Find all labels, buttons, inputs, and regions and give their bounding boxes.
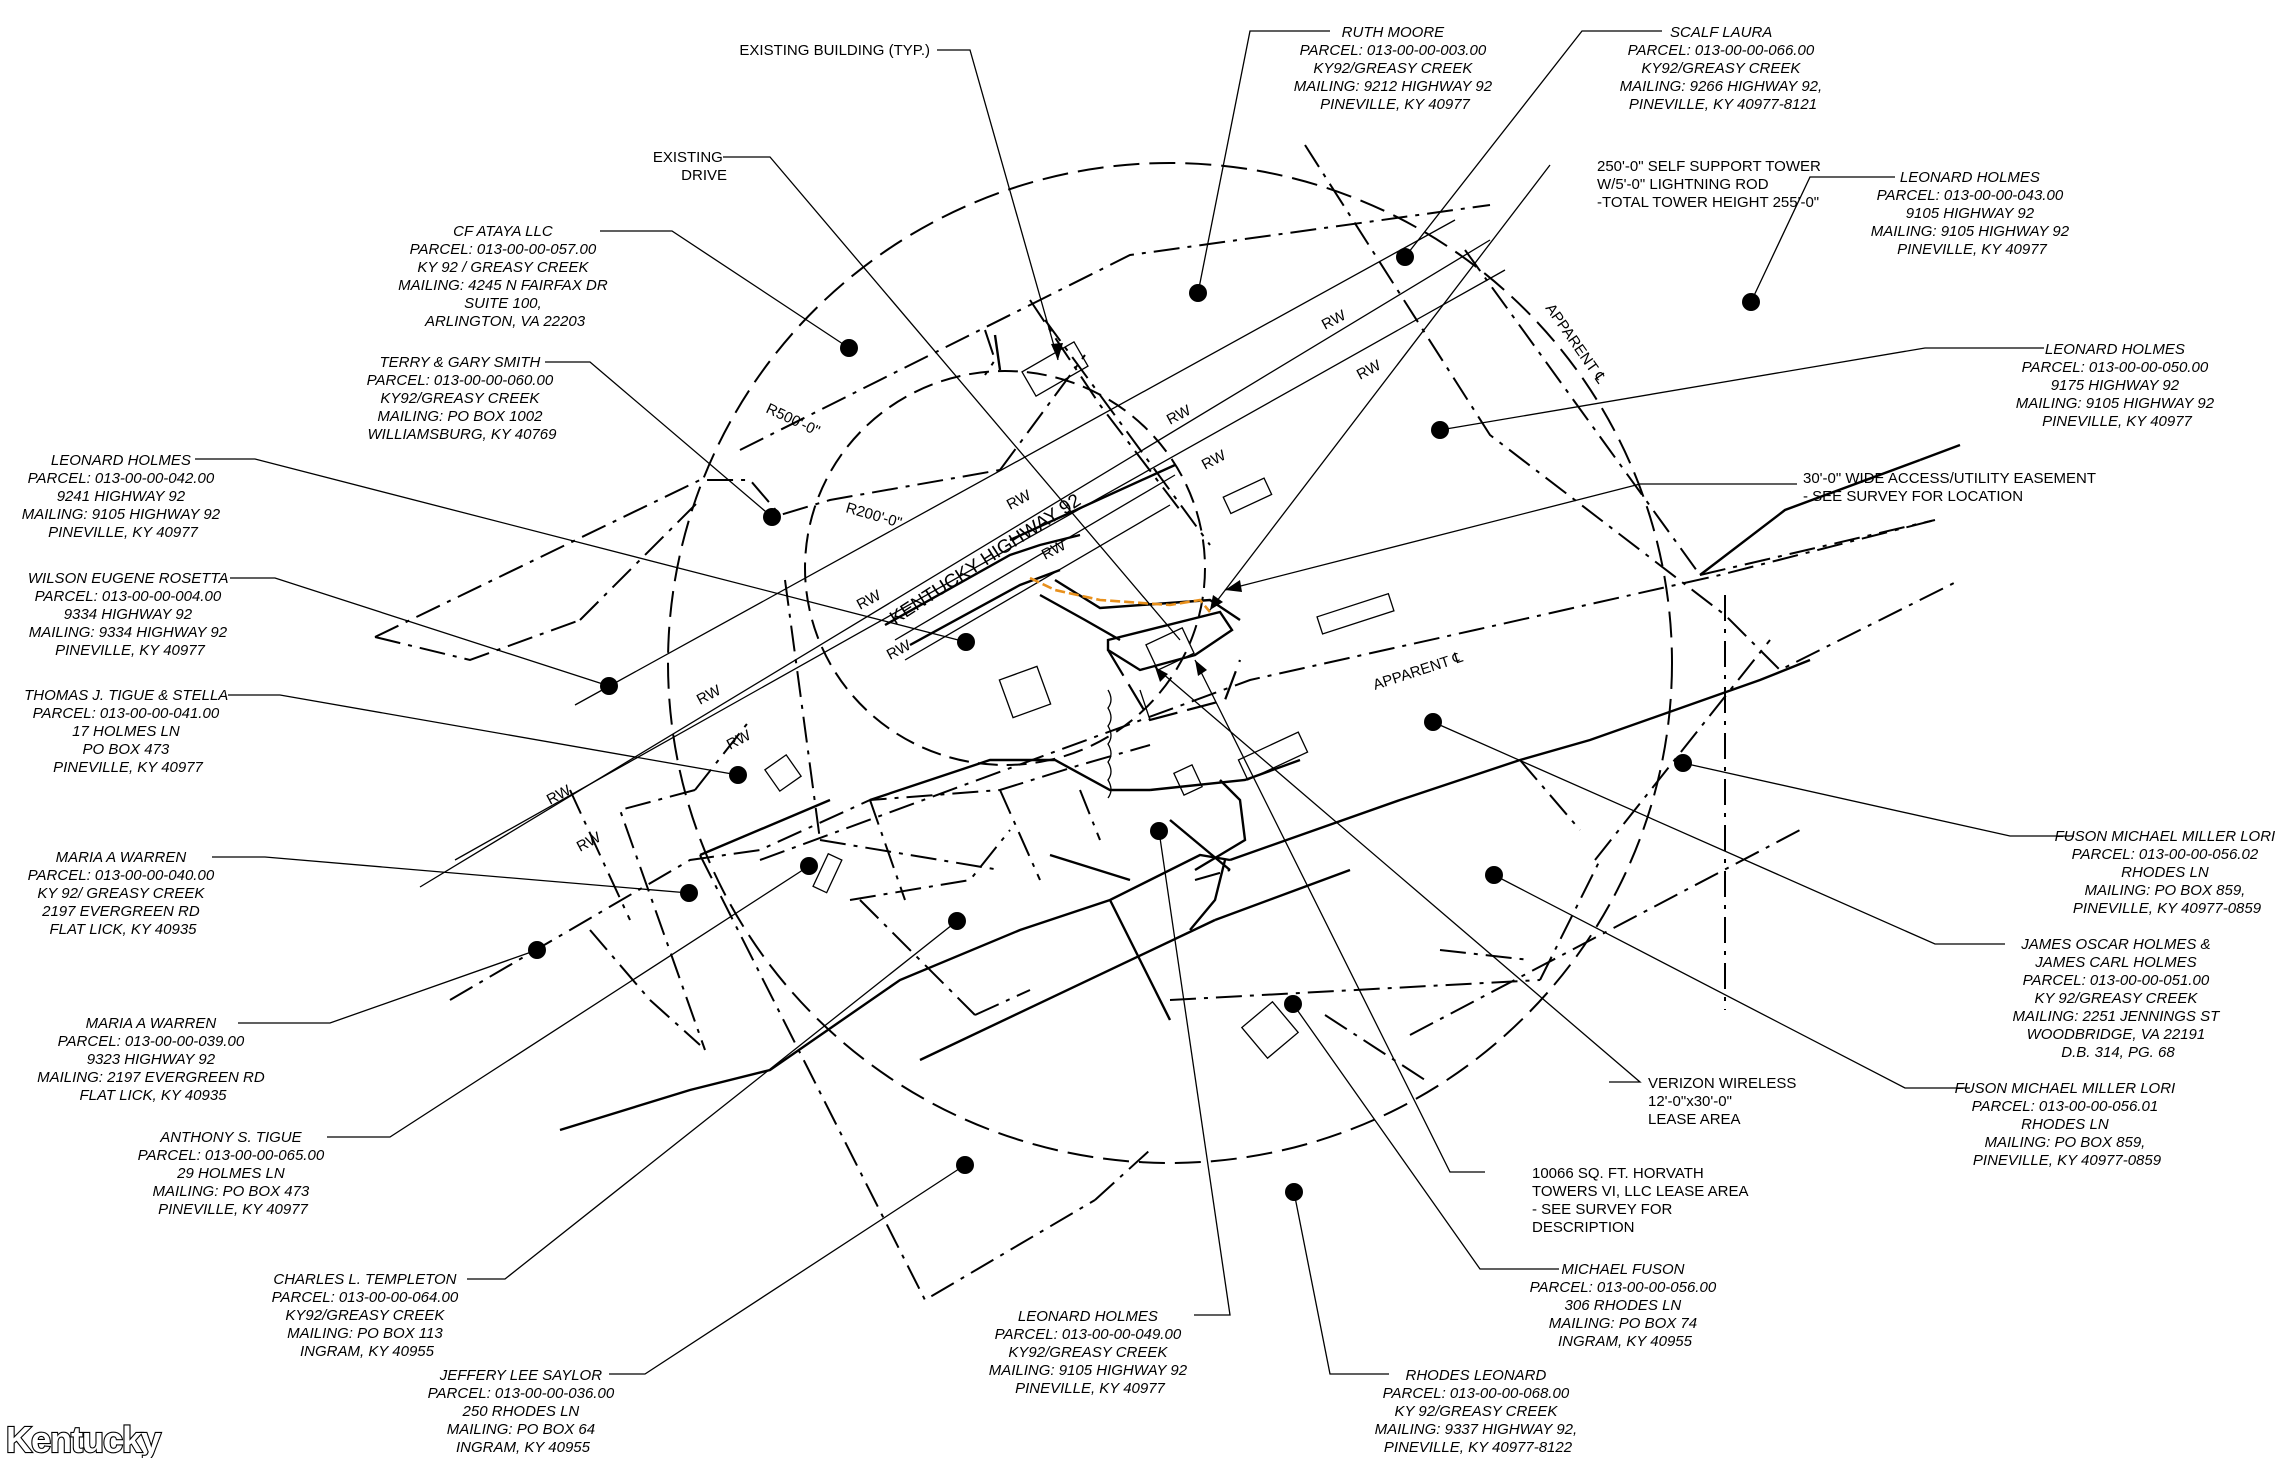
apparent-centerline-label: APPARENT ℄	[1371, 649, 1465, 694]
rw-label: RW	[1354, 357, 1385, 384]
apparent-centerlines	[739, 204, 1936, 861]
owner-label-rosetta: WILSON EUGENE ROSETTA PARCEL: 013-00-00-…	[28, 570, 232, 659]
tower-label: 250'-0" SELF SUPPORT TOWER W/5'-0" LIGHT…	[1597, 158, 1825, 211]
owner-label-cf-ataya: CF ATAYA LLC PARCEL: 013-00-00-057.00 KY…	[398, 223, 612, 330]
right-of-way-lines	[419, 219, 1506, 888]
building	[1240, 1000, 1300, 1060]
owner-label-tigue-stella: THOMAS J. TIGUE & STELLA PARCEL: 013-00-…	[24, 687, 232, 776]
existing-drive-label: EXISTING DRIVE	[653, 149, 727, 184]
building	[812, 852, 843, 894]
access-route	[1029, 576, 1211, 613]
rw-label: RW	[1164, 402, 1195, 429]
owner-label-leonard-holmes-050: LEONARD HOLMES PARCEL: 013-00-00-050.00 …	[2016, 341, 2219, 430]
radius-200-label: R200'-0"	[844, 500, 904, 532]
owner-label-warren-039: MARIA A WARREN PARCEL: 013-00-00-039.00 …	[37, 1015, 269, 1104]
owner-label-smith: TERRY & GARY SMITH PARCEL: 013-00-00-060…	[367, 354, 558, 443]
owner-label-holmes-051: JAMES OSCAR HOLMES & JAMES CARL HOLMES P…	[2013, 936, 2224, 1061]
owner-label-anthony-tigue: ANTHONY S. TIGUE PARCEL: 013-00-00-065.0…	[138, 1129, 329, 1218]
rw-label: RW	[1199, 447, 1230, 474]
building	[1222, 477, 1273, 515]
building	[998, 665, 1052, 719]
owner-label-leonard-holmes-043: LEONARD HOLMES PARCEL: 013-00-00-043.00 …	[1871, 169, 2074, 258]
owner-label-scalf-laura: SCALF LAURA PARCEL: 013-00-00-066.00 KY9…	[1620, 24, 1827, 113]
owner-label-warren-040: MARIA A WARREN PARCEL: 013-00-00-040.00 …	[28, 849, 219, 938]
verizon-lease-label: VERIZON WIRELESS 12'-0"x30'-0" LEASE ARE…	[1648, 1075, 1801, 1128]
feature-labels: EXISTING BUILDING (TYP.) EXISTING DRIVE …	[653, 42, 2100, 1236]
owner-labels: RUTH MOORE PARCEL: 013-00-00-003.00 KY92…	[22, 24, 2280, 1456]
owner-label-ruth-moore: RUTH MOORE PARCEL: 013-00-00-003.00 KY92…	[1294, 24, 1497, 113]
existing-buildings	[763, 340, 1395, 1060]
radius-circles	[667, 162, 1673, 1164]
rw-label: RW	[574, 829, 605, 856]
radius-200-circle	[804, 370, 1206, 766]
owner-label-leonard-holmes-049: LEONARD HOLMES PARCEL: 013-00-00-049.00 …	[989, 1308, 1192, 1397]
radius-500-circle	[667, 162, 1673, 1164]
easement-label: 30'-0" WIDE ACCESS/UTILITY EASEMENT - SE…	[1803, 470, 2100, 505]
rw-label: RW	[884, 637, 915, 664]
building	[1173, 764, 1203, 796]
apparent-centerline-label: APPARENT ℄	[1542, 301, 1610, 387]
rw-label: RW	[694, 682, 725, 709]
existing-building-label: EXISTING BUILDING (TYP.)	[739, 42, 930, 59]
highway-label: KENTUCKY HIGHWAY 92	[886, 490, 1085, 629]
rw-label: RW	[724, 727, 755, 754]
rw-label: RW	[1004, 487, 1035, 514]
leader-arrows	[1051, 343, 1242, 682]
rw-label: RW	[1319, 307, 1350, 334]
owner-label-fuson-056-02: FUSON MICHAEL MILLER LORI PARCEL: 013-00…	[2055, 828, 2280, 917]
tower-compound	[1029, 576, 1242, 799]
owner-label-fuson-056-01: FUSON MICHAEL MILLER LORI PARCEL: 013-00…	[1955, 1080, 2180, 1169]
owner-label-saylor: JEFFERY LEE SAYLOR PARCEL: 013-00-00-036…	[428, 1367, 619, 1456]
rw-label: RW	[544, 782, 575, 809]
building	[1316, 592, 1395, 635]
building	[1237, 731, 1309, 781]
leader-lines	[195, 30, 2074, 1375]
horvath-lease-label: 10066 SQ. FT. HORVATH TOWERS VI, LLC LEA…	[1532, 1165, 1752, 1236]
owner-label-leonard-holmes-042: LEONARD HOLMES PARCEL: 013-00-00-042.00 …	[22, 452, 225, 541]
building	[1021, 340, 1089, 398]
tower-base	[1145, 626, 1195, 672]
highway-polygon	[884, 533, 1081, 647]
kentucky-logo-text: Kentucky	[6, 1419, 161, 1458]
owner-label-templeton: CHARLES L. TEMPLETON PARCEL: 013-00-00-0…	[272, 1271, 463, 1360]
owner-label-rhodes: RHODES LEONARD PARCEL: 013-00-00-068.00 …	[1375, 1367, 1582, 1456]
parcel-solid-lines	[559, 334, 1961, 1132]
owner-label-michael-fuson: MICHAEL FUSON PARCEL: 013-00-00-056.00 3…	[1530, 1261, 1721, 1350]
building	[763, 753, 803, 793]
kentucky-logo: Kentucky	[5, 1418, 163, 1461]
